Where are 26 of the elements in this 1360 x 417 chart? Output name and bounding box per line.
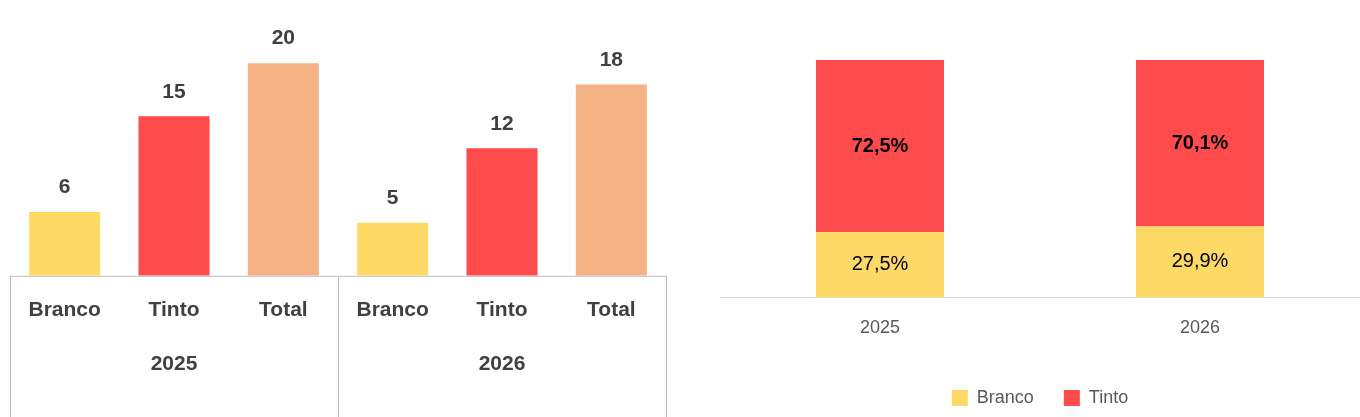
- data-label: 12: [490, 110, 514, 134]
- data-label: 27,5%: [851, 252, 909, 275]
- x-tick-label: Branco: [28, 297, 101, 321]
- x-tick-label: Branco: [356, 297, 429, 321]
- x-tick-label: Tinto: [476, 297, 528, 321]
- data-label: 70,1%: [1171, 130, 1229, 153]
- data-label: 29,9%: [1171, 249, 1229, 272]
- legend-label: Branco: [976, 386, 1034, 407]
- x-tick-label: Tinto: [148, 297, 200, 321]
- data-label: 5: [386, 184, 399, 208]
- bar: [29, 212, 101, 276]
- data-label: 15: [162, 78, 186, 102]
- data-label: 20: [271, 25, 296, 49]
- legend-label: Tinto: [1088, 386, 1129, 407]
- bar: [466, 148, 538, 276]
- x-tick-label: Total: [259, 297, 308, 321]
- data-label: 72,5%: [851, 133, 909, 156]
- text: 2025: [150, 350, 198, 374]
- data-label: 6: [58, 174, 71, 198]
- bar: [247, 63, 319, 276]
- bar: [575, 84, 647, 276]
- bar: [138, 116, 210, 276]
- bar: [357, 222, 429, 276]
- text: 2026: [478, 350, 526, 374]
- data-label: 18: [599, 46, 624, 70]
- x-tick-label: Total: [587, 297, 636, 321]
